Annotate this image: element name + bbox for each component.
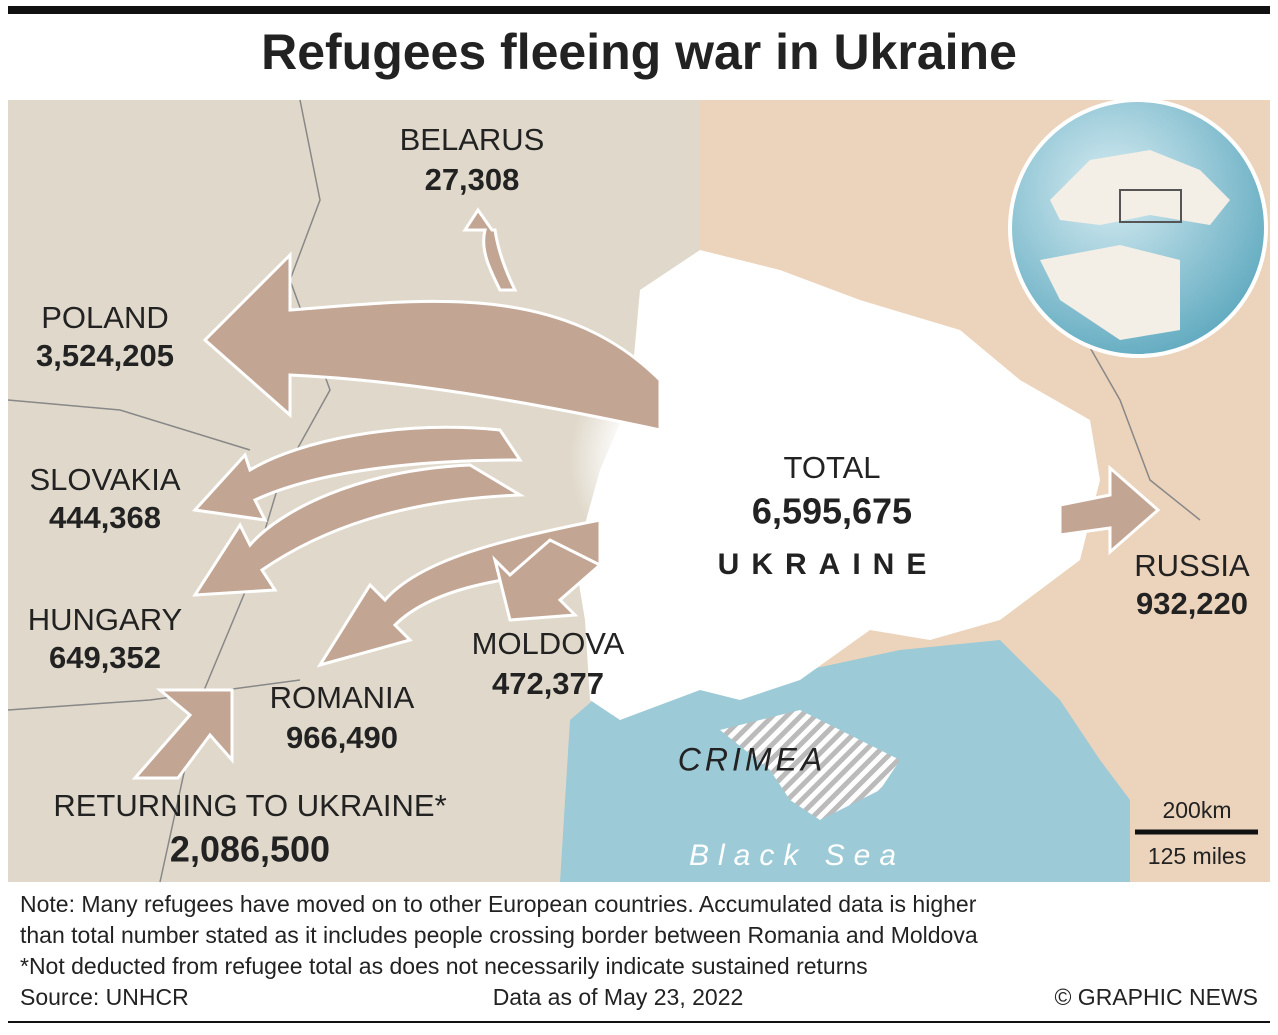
refugee-count: 444,368: [49, 500, 161, 535]
refugee-count: 472,377: [492, 666, 604, 701]
country-label: SLOVAKIA: [29, 462, 180, 497]
credit: © GRAPHIC NEWS: [1054, 984, 1258, 1010]
crimea-label: CRIMEA: [678, 741, 826, 777]
date: Data as of May 23, 2022: [493, 984, 744, 1010]
country-label: RUSSIA: [1134, 548, 1250, 583]
country-label: POLAND: [41, 300, 168, 335]
scale-miles: 125 miles: [1148, 843, 1246, 869]
refugee-count: 932,220: [1136, 586, 1248, 621]
country-label: MOLDOVA: [472, 626, 625, 661]
country-label: BELARUS: [400, 122, 545, 157]
country-label: HUNGARY: [28, 602, 182, 637]
total-value: 6,595,675: [752, 491, 912, 532]
title: Refugees fleeing war in Ukraine: [261, 24, 1017, 80]
refugee-count: 649,352: [49, 640, 161, 675]
total-label: TOTAL: [783, 450, 880, 485]
note: *Not deducted from refugee total as does…: [20, 953, 868, 979]
returning-value: 2,086,500: [170, 829, 330, 870]
note: Note: Many refugees have moved on to oth…: [20, 891, 977, 917]
scale-km: 200km: [1162, 797, 1231, 823]
top-bar: [8, 6, 1270, 14]
returning-label: RETURNING TO UKRAINE*: [53, 788, 446, 823]
ukraine-label: UKRAINE: [718, 548, 939, 581]
country-label: ROMANIA: [270, 680, 415, 715]
scale-bar: 200km 125 miles: [1135, 797, 1258, 869]
note: than total number stated as it includes …: [20, 922, 978, 948]
source: Source: UNHCR: [20, 984, 189, 1010]
globe: [1008, 98, 1268, 358]
refugee-count: 3,524,205: [36, 338, 174, 373]
sea-label: Black Sea: [689, 839, 905, 872]
refugee-count: 27,308: [425, 162, 520, 197]
refugee-count: 966,490: [286, 720, 398, 755]
arrows: [131, 207, 1161, 780]
